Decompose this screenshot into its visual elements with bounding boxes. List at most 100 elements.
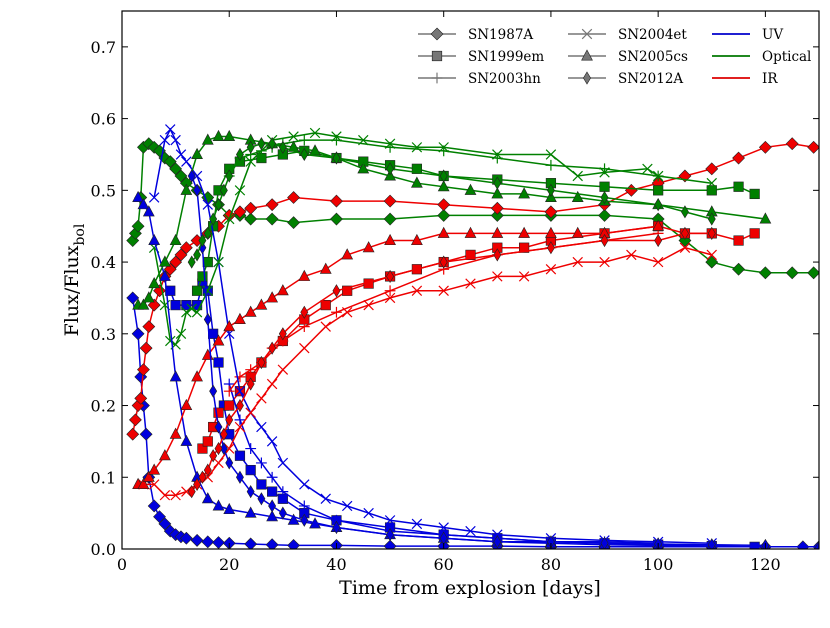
data-point-sn2012a-ir (300, 305, 309, 319)
legend-item-sn2004et: SN2004et (568, 27, 687, 43)
data-point-sn2005cs-optical (212, 129, 225, 142)
data-point-sn2004et-optical (706, 177, 717, 189)
data-point-sn2004et-uv (363, 507, 374, 519)
data-point-sn1999em-optical (411, 163, 422, 174)
data-point-sn2005cs-ir (410, 233, 423, 246)
data-point-sn1987a-ir (330, 194, 343, 208)
data-point-sn2004et-ir (170, 489, 181, 501)
data-point-sn2004et-uv (384, 515, 396, 526)
data-point-sn2005cs-optical (201, 133, 214, 145)
data-point-sn2003hn-uv (234, 414, 246, 426)
data-point-sn2005cs-uv (148, 233, 161, 246)
data-point-sn1987a-optical (732, 262, 746, 276)
data-point-sn2005cs-optical (437, 180, 450, 192)
data-point-sn2012a-uv (278, 506, 287, 520)
series-sn2005cs-ir (132, 219, 665, 489)
data-point-sn2005cs-uv (212, 499, 225, 511)
data-point-sn1987a-ir (732, 151, 746, 165)
data-point-sn2004et-uv (159, 134, 171, 146)
data-point-sn1999em-ir (320, 300, 331, 311)
x-tick-label: 60 (434, 555, 454, 574)
data-point-sn1987a-ir (287, 191, 300, 204)
data-point-sn2003hn-ir (223, 385, 235, 397)
data-point-sn2005cs-ir (319, 262, 332, 274)
data-point-sn2012a-optical (198, 233, 207, 248)
data-point-sn2004et-ir (234, 421, 246, 433)
ticks-layer: 0 20 40 60 80 100 120 0.0 0.1 0.2 0.3 0.4 0.5 0.6 0.7 (91, 11, 819, 574)
data-point-sn2012a-uv (246, 485, 255, 499)
data-point-sn2005cs-uv (169, 370, 182, 382)
data-point-sn2012a-ir (268, 341, 277, 355)
data-point-sn2005cs-ir (223, 319, 236, 332)
legend-label: SN2003hn (468, 71, 541, 87)
data-point-sn2004et-ir (277, 364, 289, 375)
data-point-sn2005cs-optical (464, 183, 477, 195)
data-point-sn2004et-optical (202, 285, 214, 296)
data-point-sn1987a-optical (131, 219, 145, 233)
data-point-sn2012a-ir (219, 427, 228, 441)
data-point-sn2012a-optical (332, 151, 341, 165)
data-point-sn2005cs-ir (180, 398, 193, 411)
legend-label: SN2004et (618, 27, 687, 43)
data-point-sn2012a-ir (187, 485, 196, 499)
x-tick-label: 120 (750, 555, 781, 574)
data-point-sn2005cs-uv (287, 513, 300, 525)
series-line-sn2004et-uv (153, 127, 712, 545)
data-point-sn2005cs-ir (362, 241, 375, 253)
legend-marker (581, 28, 593, 40)
data-point-sn2012a-uv (332, 520, 341, 535)
data-point-sn1987a-ir (137, 363, 150, 377)
data-point-sn2005cs-ir (464, 226, 477, 238)
data-point-sn1987a-optical (244, 212, 258, 226)
data-point-sn2004et-optical (186, 303, 197, 314)
data-point-sn1999em-ir (342, 285, 353, 296)
data-point-sn2012a-uv (214, 420, 223, 434)
legend-marker (431, 72, 443, 84)
data-point-sn2012a-uv (386, 528, 395, 542)
data-layer (126, 124, 819, 549)
data-point-sn2005cs-ir (244, 305, 257, 317)
data-point-sn1987a-uv (153, 510, 166, 524)
data-point-sn2004et-optical (652, 170, 664, 182)
data-point-sn2005cs-ir (234, 312, 246, 324)
data-point-sn2003hn-uv (266, 471, 278, 483)
data-point-sn2005cs-ir (255, 298, 268, 310)
data-point-sn1999em-uv (165, 285, 176, 296)
data-point-sn1999em-uv (213, 357, 224, 368)
data-point-sn2004et-uv (438, 522, 449, 533)
data-point-sn1999em-uv (245, 464, 256, 476)
legend-label: UV (762, 27, 783, 43)
data-point-sn2004et-optical (288, 131, 299, 142)
data-point-sn2012a-optical (257, 137, 266, 151)
data-point-sn2004et-ir (256, 393, 267, 404)
x-tick-label: 40 (326, 555, 346, 574)
data-point-sn2005cs-ir (266, 291, 279, 303)
legend-item-sn1987a: SN1987A (418, 27, 533, 43)
legend-label: SN2005cs (618, 49, 688, 65)
series-sn2012a-optical (187, 137, 716, 269)
data-point-sn2004et-ir (159, 489, 171, 501)
data-point-sn2005cs-optical (191, 147, 203, 159)
data-point-sn2005cs-optical (571, 190, 584, 203)
data-point-sn2004et-optical (572, 170, 583, 182)
legend-marker (431, 50, 443, 62)
series-sn2004et-optical (148, 127, 717, 350)
data-point-sn2005cs-uv (266, 510, 279, 522)
data-point-sn1987a-ir (265, 198, 279, 212)
data-point-sn1987a-ir (126, 427, 140, 441)
series-line-sn1999em-optical (196, 150, 756, 292)
data-point-sn2004et-ir (626, 249, 637, 261)
legend-marker (581, 49, 593, 61)
data-point-sn1987a-optical (287, 216, 300, 230)
data-point-sn2004et-optical (331, 131, 342, 142)
y-tick-label: 0.0 (91, 540, 116, 559)
legend-item-ir: IR (712, 71, 778, 87)
data-point-sn1987a-optical (807, 266, 819, 280)
data-point-sn2004et-uv (492, 529, 503, 540)
data-point-sn2012a-ir (386, 269, 395, 283)
data-point-sn2005cs-optical (169, 233, 182, 246)
data-point-sn2012a-ir (332, 284, 341, 298)
data-point-sn2012a-optical (268, 137, 277, 151)
data-point-sn2005cs-optical (148, 276, 161, 289)
data-point-sn2012a-ir (257, 355, 266, 370)
